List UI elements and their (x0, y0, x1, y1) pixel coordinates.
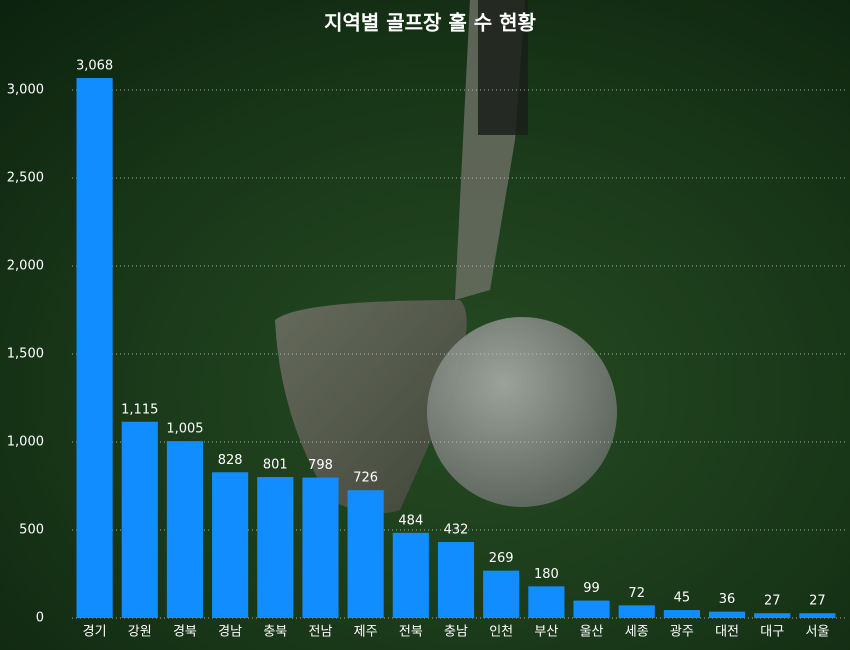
data-label: 1,005 (166, 422, 203, 437)
bar (708, 611, 746, 618)
data-label: 798 (308, 458, 333, 473)
bar (212, 472, 249, 618)
x-tick-label: 경남 (218, 625, 242, 640)
x-tick-label: 강원 (128, 625, 152, 640)
x-tick-label: 울산 (580, 625, 604, 640)
bar (437, 541, 475, 618)
y-tick-label: 3,000 (7, 83, 44, 98)
data-label: 36 (719, 592, 736, 607)
x-tick-label: 서울 (805, 625, 829, 640)
data-label: 3,068 (76, 59, 113, 74)
data-label: 180 (534, 567, 559, 582)
x-tick-label: 충남 (444, 625, 468, 640)
bar (302, 477, 339, 618)
bar (121, 421, 158, 618)
y-tick-label: 2,500 (7, 171, 44, 186)
chart-title: 지역별 골프장 홀 수 현황 (324, 11, 536, 35)
y-tick-label: 0 (36, 611, 44, 626)
data-label: 269 (489, 551, 514, 566)
bar (754, 613, 791, 618)
x-tick-label: 경북 (173, 625, 197, 640)
data-label: 72 (628, 586, 645, 601)
bar (166, 441, 204, 618)
x-tick-label: 충북 (263, 625, 287, 640)
golf-ball (427, 317, 617, 507)
data-label: 828 (218, 453, 243, 468)
bar (663, 610, 700, 618)
x-tick-label: 부산 (534, 625, 558, 640)
y-tick-label: 2,000 (7, 259, 44, 274)
club-grip (478, 0, 528, 135)
x-tick-label: 대전 (715, 625, 739, 640)
x-tick-label: 전남 (309, 625, 333, 640)
bar (528, 586, 565, 618)
x-tick-label: 경기 (83, 625, 107, 640)
x-tick-label: 광주 (670, 625, 694, 640)
club-head (275, 300, 467, 514)
x-tick-label: 대구 (760, 625, 784, 640)
data-label: 27 (809, 594, 826, 609)
bar (483, 570, 520, 618)
data-label: 99 (583, 581, 600, 596)
bar (347, 490, 384, 618)
bar (618, 605, 655, 618)
bar (257, 477, 294, 618)
data-label: 801 (263, 458, 288, 473)
data-label: 27 (764, 594, 781, 609)
data-label: 45 (674, 591, 691, 606)
data-label: 484 (398, 513, 423, 528)
y-tick-label: 1,000 (7, 435, 44, 450)
data-label: 432 (444, 522, 469, 537)
bar (799, 613, 836, 618)
bar (76, 78, 113, 619)
x-tick-label: 제주 (354, 625, 378, 640)
x-tick-label: 인천 (489, 625, 513, 640)
x-tick-label: 전북 (399, 625, 423, 640)
y-tick-label: 1,500 (7, 347, 44, 362)
bar (392, 532, 429, 618)
y-tick-label: 500 (19, 523, 44, 538)
x-tick-label: 세종 (625, 625, 649, 640)
bar (573, 600, 610, 618)
data-label: 1,115 (121, 402, 158, 417)
data-label: 726 (353, 471, 378, 486)
